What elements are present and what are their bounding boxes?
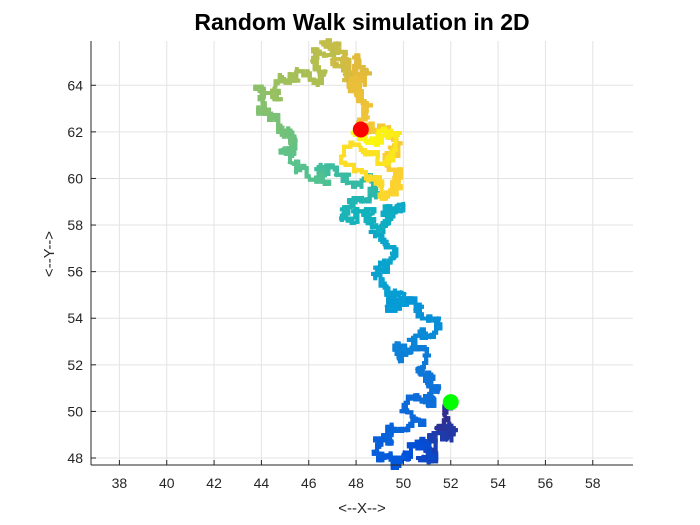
- x-tick-label: 48: [348, 475, 364, 491]
- x-tick-label: 38: [112, 475, 128, 491]
- x-tick-label: 42: [206, 475, 222, 491]
- y-tick-label: 58: [67, 217, 83, 233]
- x-tick-label: 58: [585, 475, 601, 491]
- x-tick-label: 56: [538, 475, 554, 491]
- y-tick-label: 52: [67, 357, 83, 373]
- axes-box: [90, 41, 633, 466]
- x-tick-label: 52: [443, 475, 459, 491]
- x-tick-label: 44: [254, 475, 270, 491]
- x-ticks: 38 40 42 44 46 48 50 52 54 56 58: [112, 460, 601, 491]
- markers: [352, 121, 459, 411]
- end-marker: [352, 121, 369, 138]
- y-tick-label: 48: [67, 450, 83, 466]
- y-tick-label: 50: [67, 403, 83, 419]
- y-ticks: 48 50 52 54 56 58 60 62 64: [67, 77, 96, 466]
- x-tick-label: 40: [159, 475, 175, 491]
- y-tick-label: 60: [67, 170, 83, 186]
- y-tick-label: 56: [67, 264, 83, 280]
- chart-title: Random Walk simulation in 2D: [194, 9, 529, 35]
- y-axis-label: <--Y-->: [41, 231, 58, 277]
- y-tick-label: 54: [67, 310, 83, 326]
- x-tick-label: 46: [301, 475, 317, 491]
- x-tick-label: 54: [490, 475, 506, 491]
- x-tick-label: 50: [396, 475, 412, 491]
- start-marker: [442, 394, 459, 411]
- y-tick-label: 62: [67, 124, 83, 140]
- x-axis-label: <--X-->: [338, 500, 386, 517]
- y-tick-label: 64: [67, 77, 83, 93]
- walk-path: [253, 38, 458, 470]
